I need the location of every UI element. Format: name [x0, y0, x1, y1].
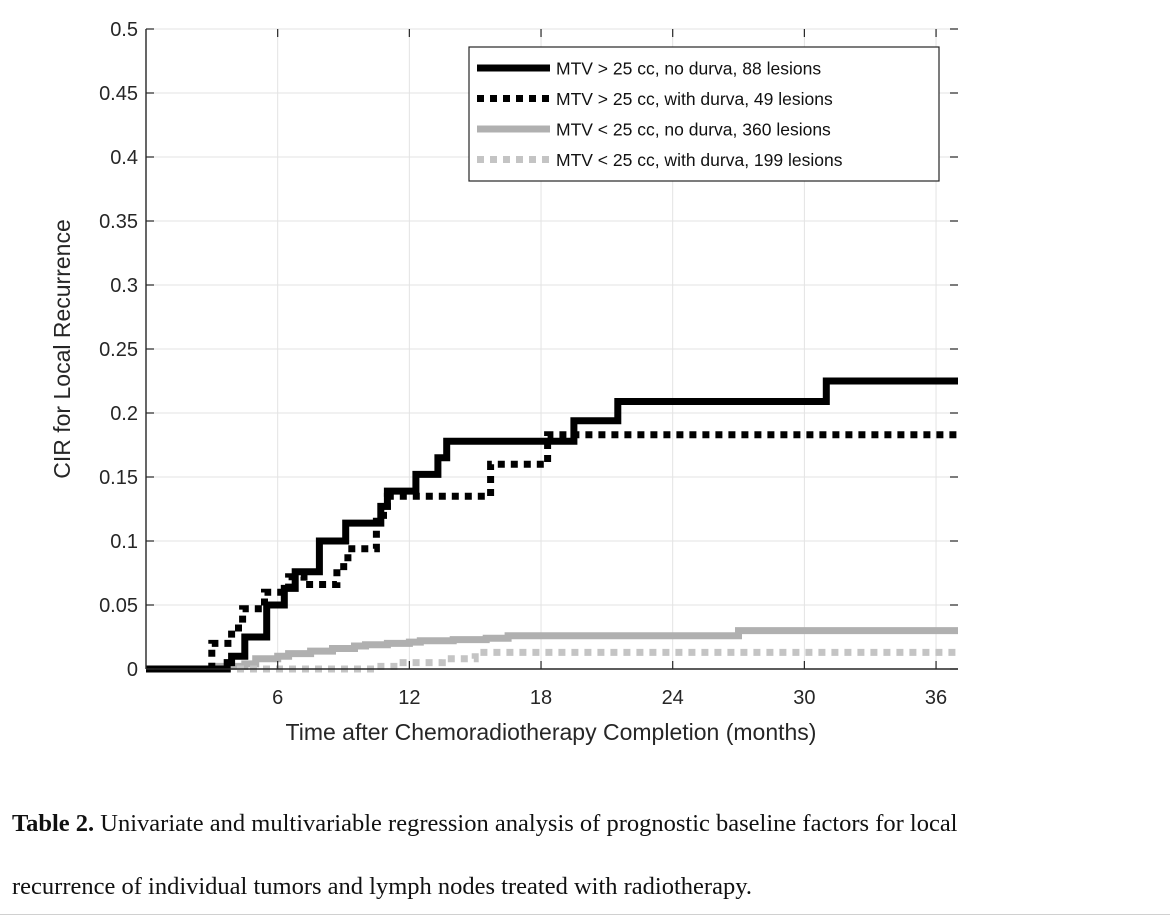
legend-label-3: MTV < 25 cc, no durva, 360 lesions [556, 120, 831, 140]
x-tick-label: 6 [272, 687, 283, 709]
series-line-1 [146, 377, 958, 673]
legend-label-1: MTV > 25 cc, no durva, 88 lesions [556, 59, 821, 79]
bottom-rule [0, 914, 1170, 915]
series-line-4 [146, 648, 958, 673]
y-tick-label: 0.05 [99, 595, 138, 617]
legend: MTV > 25 cc, no durva, 88 lesions MTV > 2… [468, 46, 940, 182]
x-axis-title: Time after Chemoradiotherapy Completion … [286, 719, 817, 745]
x-tick-label: 24 [662, 687, 684, 709]
y-tick-label: 0.5 [110, 19, 138, 41]
caption-line-2: recurrence of individual tumors and lymp… [12, 873, 752, 901]
x-tick-label: 12 [398, 687, 420, 709]
legend-label-2: MTV > 25 cc, with durva, 49 lesions [556, 89, 833, 109]
y-tick-label: 0.3 [110, 275, 138, 297]
caption-text-1: Univariate and multivariable regression … [94, 810, 958, 837]
y-tick-label: 0.45 [99, 83, 138, 105]
x-tick-label: 18 [530, 687, 552, 709]
x-tick-label: 30 [793, 687, 815, 709]
caption-text-2: recurrence of individual tumors and lymp… [12, 873, 752, 900]
y-tick-label: 0.35 [99, 211, 138, 233]
legend-label-4: MTV < 25 cc, with durva, 199 lesions [556, 150, 843, 170]
y-tick-label: 0 [127, 659, 138, 681]
y-tick-label: 0.15 [99, 467, 138, 489]
caption-line-1: Table 2. Univariate and multivariable re… [12, 810, 958, 838]
x-tick-label: 36 [925, 687, 947, 709]
caption-label: Table 2. [12, 810, 95, 837]
series-line-3 [146, 627, 958, 673]
y-tick-label: 0.2 [110, 403, 138, 425]
ticks: 6 12 18 24 30 36 0 0.05 0.1 0.15 0.2 0.25 0.3 0.35 0.4… [99, 19, 958, 709]
y-tick-label: 0.4 [110, 147, 138, 169]
series-line-2 [146, 431, 958, 673]
series-layer [146, 377, 958, 673]
y-tick-label: 0.25 [99, 339, 138, 361]
y-axis-title: CIR for Local Recurrence [49, 219, 75, 479]
y-tick-label: 0.1 [110, 531, 138, 553]
